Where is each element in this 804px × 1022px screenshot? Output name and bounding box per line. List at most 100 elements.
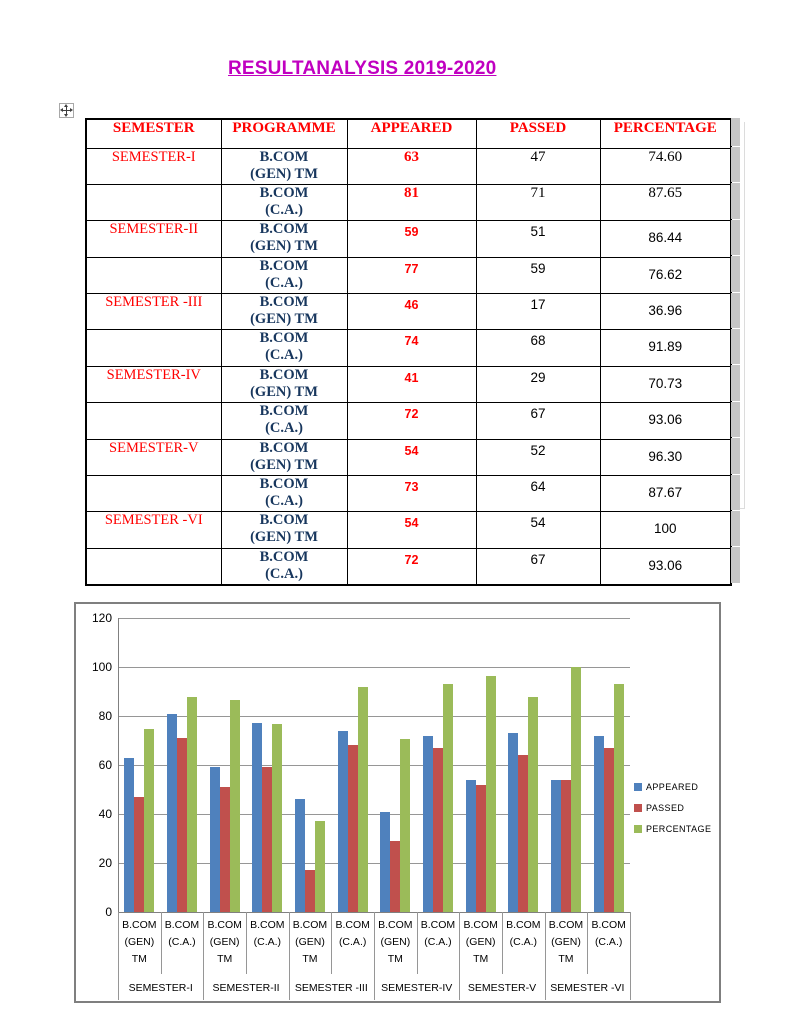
category-label-line: B.COM: [331, 917, 374, 934]
programme-line: (GEN) TM: [222, 166, 347, 183]
bar-percentage: [571, 667, 581, 912]
programme-line: (GEN) TM: [222, 238, 347, 255]
category-label-line: B.COM: [545, 917, 588, 934]
passed-cell: 59: [476, 257, 600, 293]
category-label-line: B.COM: [459, 917, 502, 934]
bar-passed: [561, 780, 571, 912]
programme-line: B.COM: [222, 185, 347, 202]
bar-appeared: [210, 767, 220, 912]
table-row: B.COM(C.A.)775976.62: [86, 257, 731, 293]
appeared-cell: 72: [347, 403, 476, 439]
table-row: B.COM(C.A.)726793.06: [86, 403, 731, 439]
percentage-cell: 100: [600, 512, 731, 548]
category-label-line: TM: [459, 951, 502, 968]
percentage-cell: 70.73: [600, 366, 731, 402]
category-label-line: (C.A.): [502, 934, 545, 951]
semester-cell: [86, 548, 221, 584]
programme-cell: B.COM(GEN) TM: [221, 512, 347, 548]
bar-passed: [390, 841, 400, 912]
group-label: SEMESTER-V: [459, 978, 544, 998]
semester-cell: SEMESTER-II: [86, 221, 221, 257]
programme-line: (GEN) TM: [222, 311, 347, 328]
table-header-row: SEMESTER PROGRAMME APPEARED PASSED PERCE…: [86, 119, 731, 148]
chart-legend: APPEAREDPASSEDPERCENTAGE: [634, 782, 711, 845]
semester-cell: SEMESTER-IV: [86, 366, 221, 402]
percentage-cell: 87.65: [600, 184, 731, 220]
shading-segment: [731, 365, 740, 400]
y-axis-line: [118, 618, 119, 912]
programme-cell: B.COM(C.A.): [221, 330, 347, 366]
bar-percentage: [144, 729, 154, 912]
semester-cell: SEMESTER-I: [86, 148, 221, 184]
header-cell-percentage: PERCENTAGE: [600, 119, 731, 148]
category-label: B.COM(C.A.): [587, 917, 630, 951]
category-label-line: TM: [203, 951, 246, 968]
bar-passed: [604, 748, 614, 912]
category-label-line: TM: [374, 951, 417, 968]
group-separator: [289, 912, 290, 1000]
bar-appeared: [338, 731, 348, 912]
appeared-cell: 73: [347, 476, 476, 512]
passed-cell: 67: [476, 548, 600, 584]
semester-cell: [86, 184, 221, 220]
group-separator: [374, 912, 375, 1000]
programme-cell: B.COM(C.A.): [221, 257, 347, 293]
category-label-line: TM: [289, 951, 332, 968]
passed-cell: 64: [476, 476, 600, 512]
bar-percentage: [400, 739, 410, 912]
bar-percentage: [614, 684, 624, 912]
y-tick-label: 80: [80, 709, 112, 723]
gridline: [118, 618, 630, 619]
category-label-line: B.COM: [203, 917, 246, 934]
bar-passed: [433, 748, 443, 912]
category-label-line: (C.A.): [161, 934, 204, 951]
semester-cell: SEMESTER -III: [86, 294, 221, 330]
bar-passed: [348, 745, 358, 912]
shading-segment: [731, 402, 740, 437]
category-label-line: (GEN): [203, 934, 246, 951]
group-label: SEMESTER-I: [118, 978, 203, 998]
category-label: B.COM(GEN)TM: [459, 917, 502, 968]
passed-cell: 47: [476, 148, 600, 184]
gridline: [118, 667, 630, 668]
bar-percentage: [230, 700, 240, 912]
category-separator: [502, 912, 503, 974]
category-label-line: TM: [545, 951, 588, 968]
appeared-cell: 54: [347, 439, 476, 475]
bar-appeared: [124, 758, 134, 912]
passed-cell: 29: [476, 366, 600, 402]
programme-line: (C.A.): [222, 347, 347, 364]
category-label-line: (GEN): [459, 934, 502, 951]
shading-segment: [731, 220, 740, 255]
passed-cell: 17: [476, 294, 600, 330]
group-separator: [203, 912, 204, 1000]
text-column-marker-foot: [740, 508, 745, 509]
category-label-line: B.COM: [118, 917, 161, 934]
category-label-line: B.COM: [374, 917, 417, 934]
bar-passed: [476, 785, 486, 912]
table-row: SEMESTER -VIB.COM(GEN) TM5454100: [86, 512, 731, 548]
shading-segment: [731, 547, 740, 582]
category-label-line: (GEN): [118, 934, 161, 951]
legend-item: APPEARED: [634, 782, 711, 792]
table-move-handle-icon[interactable]: [59, 103, 74, 118]
move-arrow-right-icon: [70, 108, 73, 112]
move-arrow-left-icon: [60, 108, 63, 112]
appeared-cell: 63: [347, 148, 476, 184]
programme-line: B.COM: [222, 258, 347, 275]
programme-line: (C.A.): [222, 420, 347, 437]
shading-segment: [731, 438, 740, 473]
bar-percentage: [528, 697, 538, 912]
y-tick-label: 60: [80, 758, 112, 772]
table-row: SEMESTER-IIB.COM(GEN) TM595186.44: [86, 221, 731, 257]
programme-line: B.COM: [222, 403, 347, 420]
category-label-line: B.COM: [502, 917, 545, 934]
bar-percentage: [187, 697, 197, 912]
appeared-cell: 41: [347, 366, 476, 402]
table-row: B.COM(C.A.)817187.65: [86, 184, 731, 220]
percentage-cell: 74.60: [600, 148, 731, 184]
programme-cell: B.COM(GEN) TM: [221, 439, 347, 475]
passed-cell: 52: [476, 439, 600, 475]
category-label-line: TM: [118, 951, 161, 968]
programme-line: (C.A.): [222, 493, 347, 510]
